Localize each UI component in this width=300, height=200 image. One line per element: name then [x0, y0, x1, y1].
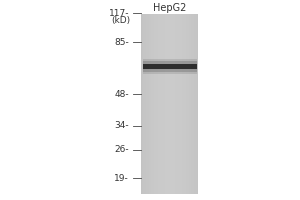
- Text: 48-: 48-: [114, 90, 129, 99]
- Text: 19-: 19-: [114, 174, 129, 183]
- Text: 85-: 85-: [114, 38, 129, 47]
- Text: 117-: 117-: [109, 9, 129, 18]
- Bar: [141, 14, 198, 194]
- Text: 26-: 26-: [114, 145, 129, 154]
- Bar: [142, 64, 196, 69]
- Text: HepG2: HepG2: [153, 3, 186, 13]
- Bar: [142, 59, 196, 74]
- Bar: [142, 61, 196, 72]
- Text: (kD): (kD): [111, 16, 130, 24]
- Text: 34-: 34-: [114, 121, 129, 130]
